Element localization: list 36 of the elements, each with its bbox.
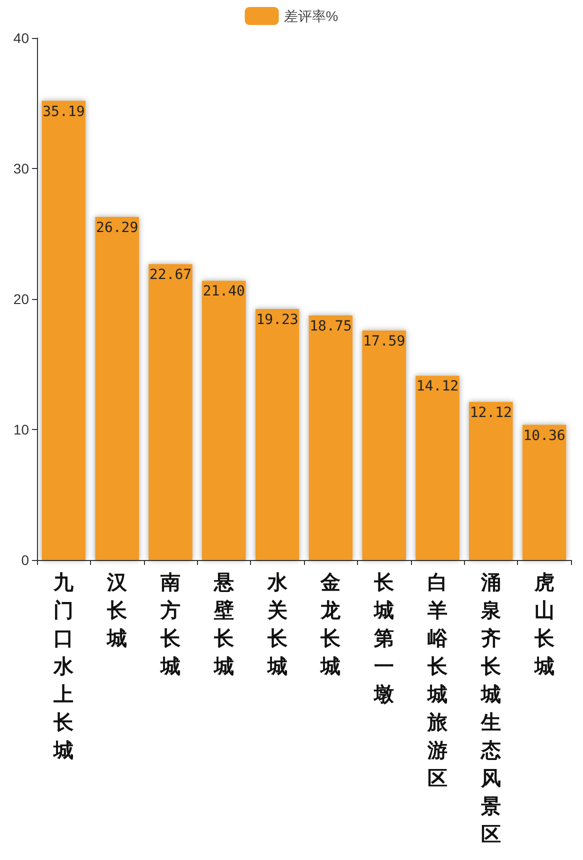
y-tick-label: 40	[13, 30, 30, 46]
x-tick-label: 金龙长城	[320, 570, 342, 678]
bar	[522, 424, 566, 560]
bar	[416, 376, 460, 560]
bar	[148, 264, 192, 560]
data-label: 10.36	[523, 428, 566, 444]
bar	[202, 280, 246, 560]
data-label: 26.29	[96, 220, 138, 236]
y-tick-label: 30	[13, 160, 30, 176]
x-tick-label: 水关长城	[266, 570, 288, 678]
x-tick-label: 长城第一墩	[373, 570, 396, 706]
y-tick-label: 20	[13, 291, 30, 307]
data-label: 35.19	[42, 104, 85, 120]
x-tick-label: 悬壁长城	[212, 570, 235, 678]
x-tick-label: 虎山长城	[533, 570, 556, 678]
bar	[469, 402, 513, 560]
x-tick-label: 汉长城	[106, 570, 128, 650]
legend-label: 差评率%	[284, 8, 338, 24]
bar	[362, 330, 406, 560]
data-label: 12.12	[470, 404, 512, 421]
x-tick-label: 白羊峪长城旅游区	[426, 570, 448, 790]
data-label: 17.59	[363, 333, 406, 350]
bar	[42, 100, 86, 560]
x-tick-label: 九门口水上长城	[52, 570, 75, 762]
data-label: 18.75	[310, 318, 352, 334]
bar	[308, 315, 353, 560]
x-tick-label: 南方长城	[160, 570, 182, 678]
data-label: 19.23	[256, 312, 298, 328]
y-tick-label: 10	[13, 422, 30, 438]
data-label: 22.67	[149, 267, 192, 284]
category-label: 涌泉齐长城生态风景区	[480, 570, 501, 846]
data-label: 21.40	[202, 284, 245, 300]
data-label: 14.12	[416, 378, 459, 395]
y-tick-label: 0	[21, 552, 30, 568]
bar	[95, 216, 139, 560]
bar	[255, 309, 300, 560]
